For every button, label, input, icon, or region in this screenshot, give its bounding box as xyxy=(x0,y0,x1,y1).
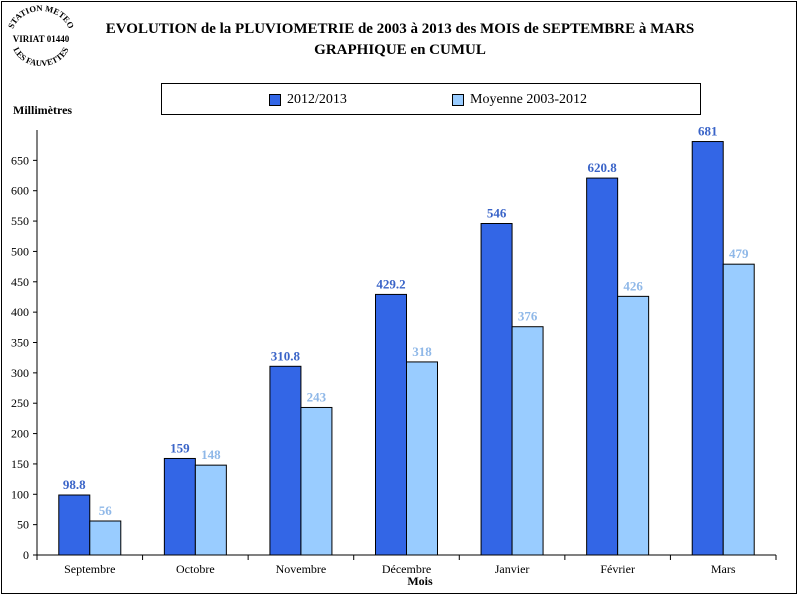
data-label-series-2: 148 xyxy=(201,447,221,462)
data-label-series-1: 681 xyxy=(698,124,718,139)
y-tick-label: 400 xyxy=(11,305,29,319)
y-tick-label: 100 xyxy=(11,487,29,501)
y-tick-label: 200 xyxy=(11,427,29,441)
y-tick-label: 50 xyxy=(17,518,29,532)
data-label-series-2: 56 xyxy=(99,503,113,518)
data-label-series-1: 546 xyxy=(487,206,507,221)
legend-item-series-2: Moyenne 2003-2012 xyxy=(452,92,587,108)
legend-swatch-series-1 xyxy=(269,94,281,106)
data-label-series-1: 620.8 xyxy=(588,160,618,175)
axes: 0 50 100 150 200 250 300 350 400 450 500 550 600 650 S… xyxy=(11,130,777,576)
data-label-series-2: 243 xyxy=(307,389,327,404)
bar-series-2 xyxy=(89,520,122,556)
data-labels: 98.8 56 159 148 310.8 243 429.2 318 546 376 620.8 4… xyxy=(63,124,749,518)
data-label-series-1: 429.2 xyxy=(376,276,405,291)
legend-item-series-1: 2012/2013 xyxy=(269,92,347,108)
data-label-series-1: 159 xyxy=(170,440,190,455)
y-tick-label: 450 xyxy=(11,275,29,289)
chart-subtitle: GRAPHIQUE en CUMUL xyxy=(314,42,486,58)
y-tick-label: 150 xyxy=(11,457,29,471)
data-label-series-2: 479 xyxy=(729,246,749,261)
bar-series-2 xyxy=(722,263,755,556)
chart-title: EVOLUTION de la PLUVIOMETRIE de 2003 à 2… xyxy=(105,21,695,37)
legend-label-series-2: Moyenne 2003-2012 xyxy=(470,92,588,107)
bar-series-1 xyxy=(163,457,196,556)
data-label-series-2: 376 xyxy=(518,309,538,324)
legend: 2012/2013 Moyenne 2003-2012 xyxy=(161,83,701,115)
y-tick-label: 350 xyxy=(11,336,29,350)
y-axis-label: Millimètres xyxy=(13,103,72,117)
bar-series-2 xyxy=(617,295,650,556)
bar-series-1 xyxy=(375,293,407,556)
bar-series-2 xyxy=(300,406,333,556)
x-tick-label: Février xyxy=(600,562,635,576)
logo-middle-text: VIRIAT 01440 xyxy=(13,34,70,44)
y-tick-label: 300 xyxy=(11,366,29,380)
x-axis-label: Mois xyxy=(407,574,433,588)
bar-series-2 xyxy=(194,464,227,556)
y-tick-label: 600 xyxy=(11,184,29,198)
y-tick-label: 650 xyxy=(11,153,29,167)
y-tick-label: 250 xyxy=(11,396,29,410)
bar-series-1 xyxy=(586,177,619,556)
data-label-series-2: 318 xyxy=(412,344,432,359)
x-tick-label: Décembre xyxy=(382,562,431,576)
x-tick-label: Mars xyxy=(711,562,736,576)
bar-series-1 xyxy=(269,365,302,556)
bar-series-1 xyxy=(480,223,513,556)
x-tick-label: Novembre xyxy=(276,562,327,576)
x-tick-label: Octobre xyxy=(176,562,215,576)
data-label-series-1: 310.8 xyxy=(271,348,301,363)
bar-series-2 xyxy=(511,326,544,556)
y-tick-label: 0 xyxy=(23,548,29,562)
legend-swatch-series-2 xyxy=(452,94,464,106)
bar-series-2 xyxy=(406,361,438,556)
data-label-series-1: 98.8 xyxy=(63,477,86,492)
y-tick-label: 500 xyxy=(11,244,29,258)
data-label-series-2: 426 xyxy=(623,278,643,293)
bar-series-1 xyxy=(58,494,91,556)
bars xyxy=(58,141,755,556)
x-tick-label: Janvier xyxy=(495,562,530,576)
y-tick-label: 550 xyxy=(11,214,29,228)
legend-label-series-1: 2012/2013 xyxy=(287,92,347,107)
bar-series-1 xyxy=(691,141,724,556)
station-logo: STATION METEO VIRIAT 01440 LES FAUVETTES xyxy=(6,3,77,66)
x-tick-label: Septembre xyxy=(64,562,115,576)
